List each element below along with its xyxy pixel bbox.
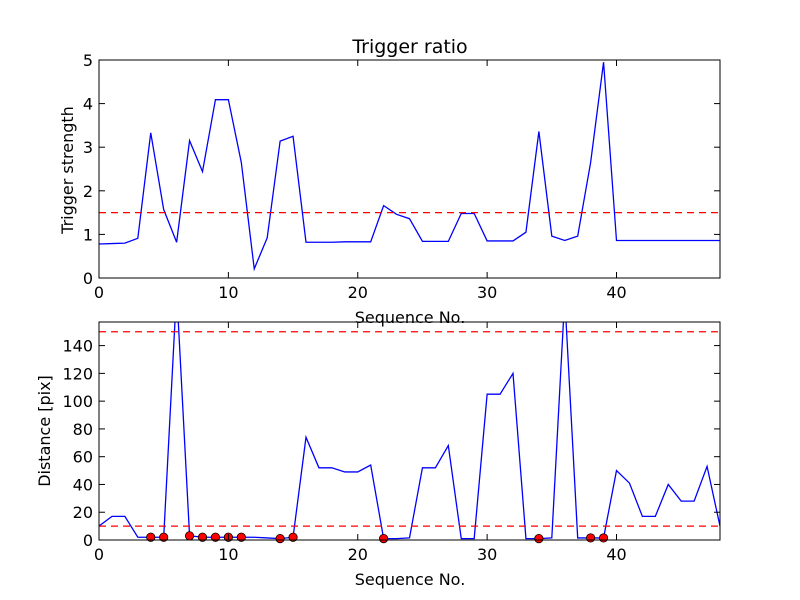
data-marker	[586, 533, 596, 543]
y-axis-title: Trigger strength	[58, 106, 77, 235]
data-marker	[534, 534, 544, 544]
y-tick-label: 20	[73, 503, 93, 522]
y-tick-label: 140	[62, 337, 93, 356]
y-axis-title: Distance [pix]	[35, 375, 54, 487]
series-line	[99, 322, 720, 540]
data-marker	[210, 532, 221, 542]
y-tick-label: 2	[83, 182, 93, 201]
x-tick-label: 10	[218, 283, 238, 302]
y-tick-label: 120	[62, 364, 93, 383]
data-marker	[288, 532, 298, 542]
data-marker	[275, 534, 285, 544]
x-tick-label: 20	[348, 545, 368, 564]
y-tick-label: 3	[83, 138, 93, 157]
data-marker	[197, 532, 208, 542]
y-tick-label: 40	[73, 475, 93, 494]
x-axis: 0 10 20 30 40	[94, 60, 627, 302]
x-tick-label: 40	[606, 545, 626, 564]
x-axis-title: Sequence No.	[355, 570, 466, 589]
x-axis-title: Sequence No.	[355, 308, 466, 327]
y-tick-label: 0	[83, 531, 93, 550]
x-tick-label: 30	[477, 545, 497, 564]
x-tick-label: 0	[94, 545, 104, 564]
distance-chart: 0 10 20 30 40 0 20 40 60 80 100 120 140 Sequence No…	[35, 321, 721, 589]
y-tick-label: 100	[62, 392, 93, 411]
data-marker	[159, 532, 169, 542]
x-axis: 0 10 20 30 40	[94, 322, 627, 564]
x-tick-label: 0	[94, 283, 104, 302]
y-axis: 0 20 40 60 80 100 120 140	[62, 337, 720, 550]
trigger-ratio-chart: Trigger ratio 0 10 20 30 40 0 1 2 3 4 5 Sequence …	[58, 36, 721, 327]
chart-title: Trigger ratio	[351, 36, 467, 58]
x-tick-label: 30	[477, 283, 497, 302]
x-tick-label: 10	[218, 545, 238, 564]
y-tick-label: 0	[83, 269, 93, 288]
data-marker	[146, 532, 156, 542]
x-tick-label: 20	[348, 283, 368, 302]
plot-area	[99, 322, 720, 544]
data-marker	[598, 533, 609, 543]
data-marker	[379, 534, 389, 544]
plot-area	[99, 62, 720, 272]
y-tick-label: 60	[73, 448, 93, 467]
axes-frame	[98, 59, 721, 279]
y-tick-label: 1	[83, 225, 93, 244]
y-axis: 0 1 2 3 4 5	[83, 51, 720, 288]
data-marker	[236, 532, 246, 542]
x-tick-label: 40	[606, 283, 626, 302]
y-tick-label: 4	[83, 95, 93, 114]
axes-frame	[98, 321, 721, 541]
data-marker	[184, 531, 195, 541]
y-tick-label: 5	[83, 51, 93, 70]
series-line	[99, 62, 720, 272]
y-tick-label: 80	[73, 420, 93, 439]
